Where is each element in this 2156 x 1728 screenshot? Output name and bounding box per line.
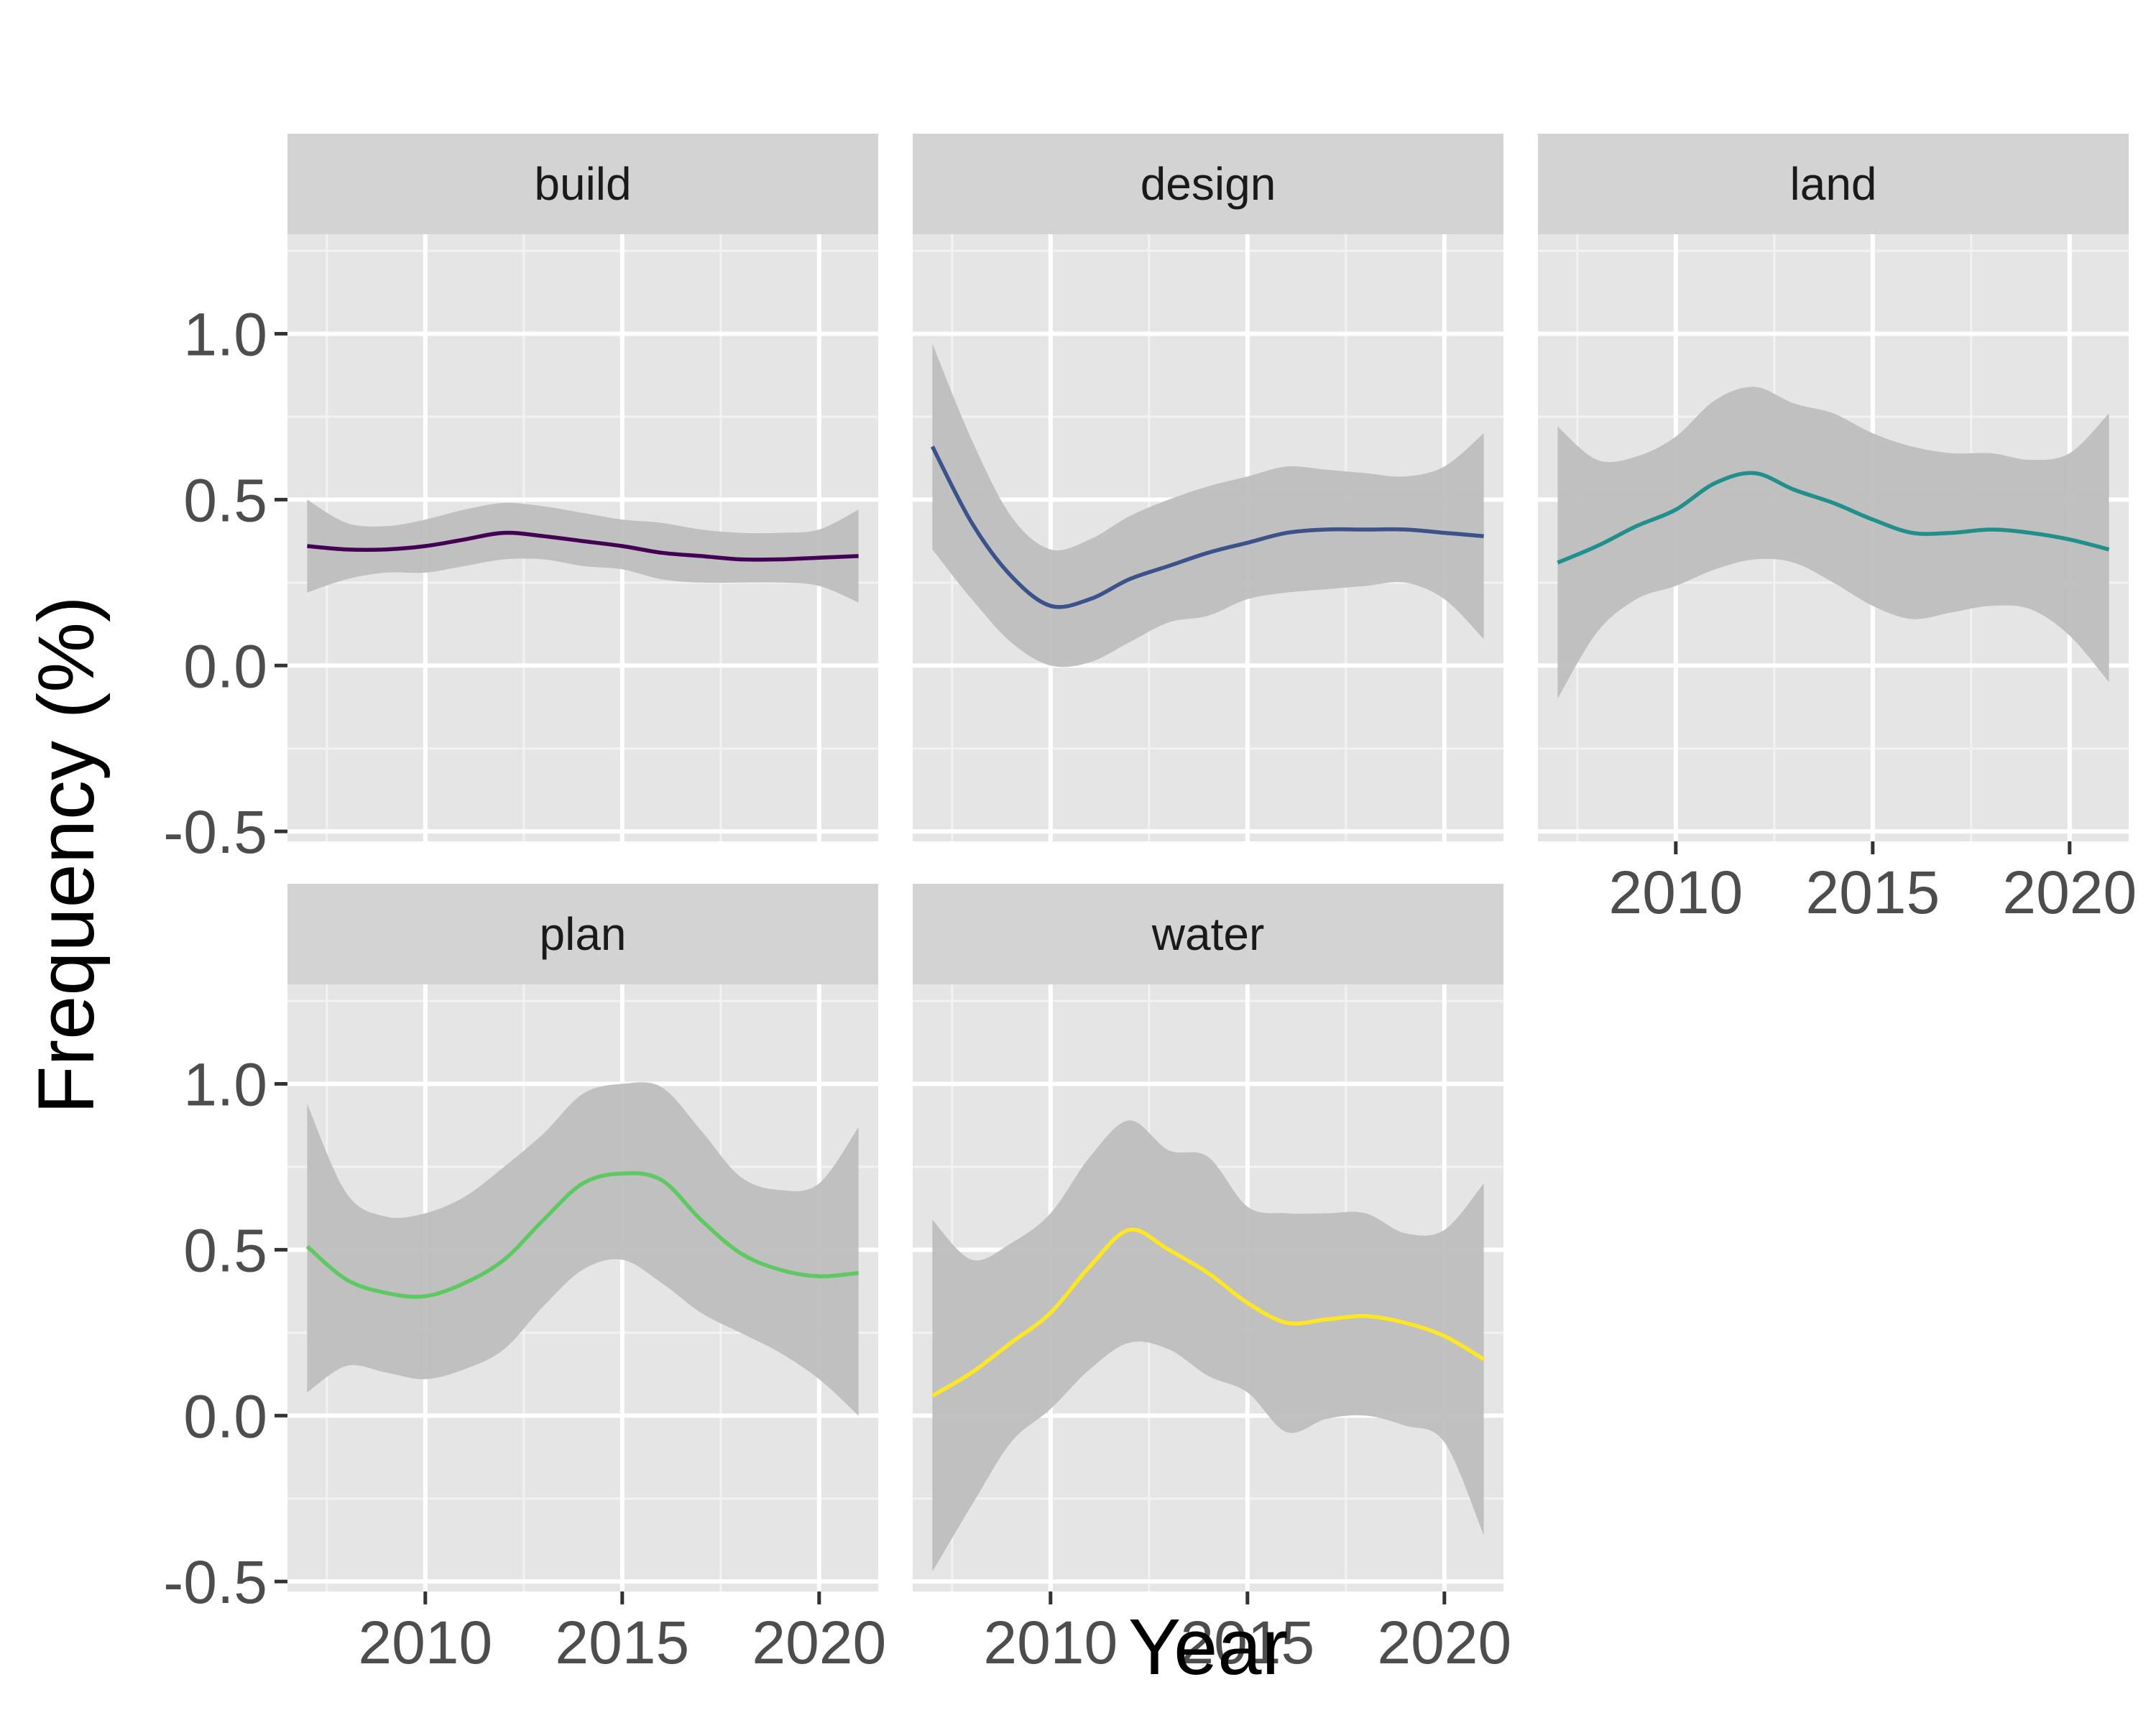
- facet-strip-land: [1538, 134, 2129, 234]
- x-axis-title: Year: [1128, 1603, 1288, 1691]
- y-tick-label: -0.5: [163, 798, 267, 866]
- y-tick-label: 0.0: [183, 1382, 267, 1450]
- y-tick-label: 1.0: [183, 301, 267, 369]
- x-tick-label: 2010: [358, 1609, 492, 1676]
- y-tick-label: 1.0: [183, 1051, 267, 1119]
- facet-strip-plan: [287, 884, 878, 984]
- facet-build: build -0.5 0.0 0.5 1.0: [163, 134, 878, 866]
- facet-design: design: [913, 134, 1503, 841]
- x-tick-label: 2010: [1608, 859, 1743, 926]
- y-tick-label: 0.0: [183, 632, 267, 700]
- x-tick-label: 2020: [1377, 1609, 1511, 1676]
- confidence-ribbon-land: [1557, 387, 2109, 699]
- y-tick-label: -0.5: [163, 1548, 267, 1616]
- facet-strip-build: [287, 134, 878, 234]
- y-tick-label: 0.5: [183, 1216, 267, 1284]
- x-tick-label: 2015: [555, 1609, 689, 1676]
- series-line-design: [930, 445, 1484, 609]
- facet-land: land 2010 2015 2020: [1538, 134, 2137, 926]
- facet-plan: plan -0.5 0.0 0.5 1.0 2010 2015 2020: [163, 884, 886, 1676]
- facet-strip-label: land: [1790, 158, 1877, 210]
- y-axis-title: Frequency (%): [22, 596, 111, 1114]
- facet-strip-water: [913, 884, 1503, 984]
- confidence-ribbon-water: [932, 1120, 1484, 1572]
- facet-strip-label: plan: [540, 908, 627, 960]
- confidence-ribbon-build: [307, 499, 859, 603]
- y-tick-label: 0.5: [183, 466, 267, 534]
- x-tick-label: 2015: [1180, 1609, 1314, 1676]
- series-line-build: [307, 530, 859, 562]
- x-tick-label: 2015: [1805, 859, 1940, 926]
- series-line-plan: [305, 1171, 859, 1299]
- series-line-land: [1557, 471, 2110, 565]
- x-tick-label: 2020: [2002, 859, 2137, 926]
- facet-strip-design: [913, 134, 1503, 234]
- x-tick-label: 2020: [752, 1609, 886, 1676]
- facet-strip-label: build: [534, 158, 631, 210]
- confidence-ribbon-design: [932, 343, 1484, 667]
- series-line-water: [931, 1227, 1485, 1397]
- facet-water: water 2010 2015 2020: [913, 884, 1511, 1676]
- facet-strip-label: design: [1141, 158, 1276, 210]
- x-tick-label: 2010: [983, 1609, 1118, 1676]
- facet-strip-label: water: [1151, 908, 1265, 960]
- confidence-ribbon-plan: [307, 1082, 859, 1416]
